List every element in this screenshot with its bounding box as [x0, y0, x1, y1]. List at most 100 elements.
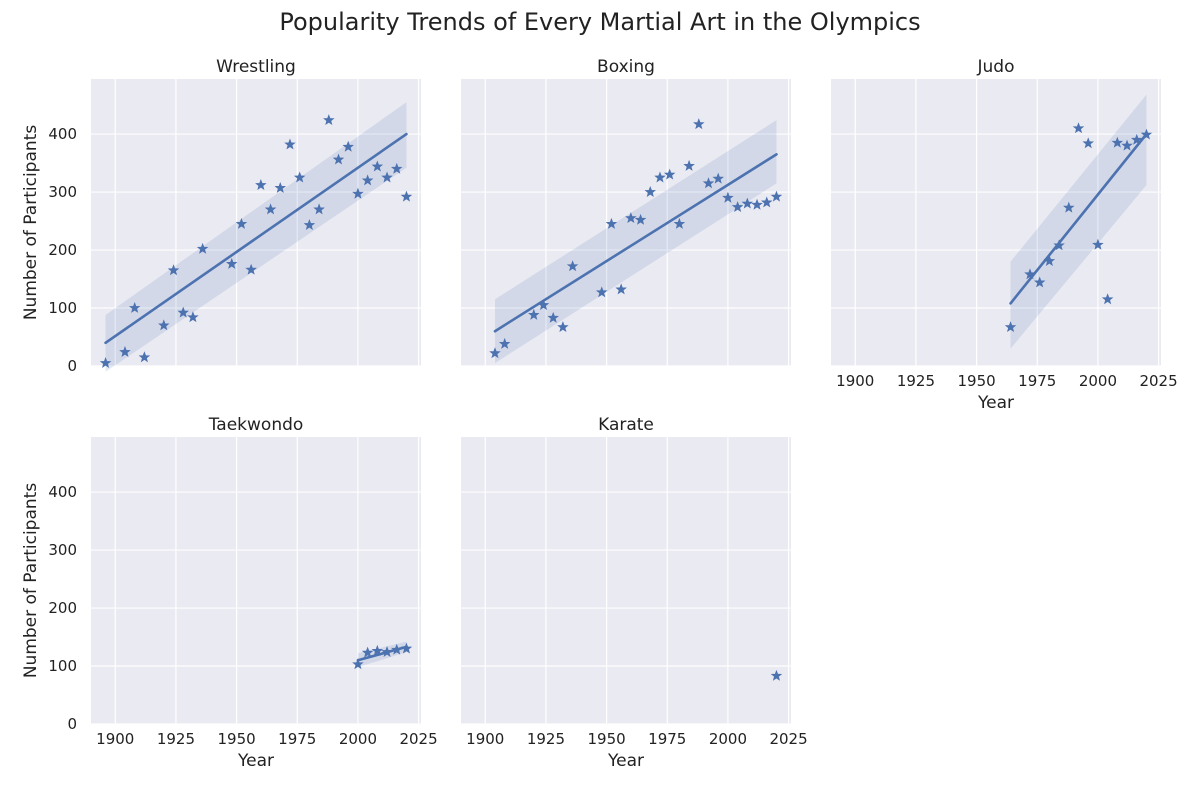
y-axis-label: Number of Participants	[21, 483, 41, 678]
data-point	[371, 644, 384, 656]
data-point	[1043, 255, 1056, 266]
x-tick-label: 1975	[1018, 372, 1056, 390]
x-axis-label: Year	[607, 751, 644, 771]
data-point	[196, 242, 209, 254]
x-tick-label: 1950	[587, 730, 625, 748]
data-point	[361, 646, 374, 658]
data-point	[323, 114, 335, 126]
data-point	[693, 118, 705, 130]
data-point	[1033, 276, 1046, 288]
x-tick-label: 1900	[96, 730, 134, 748]
y-tick-label: 300	[48, 183, 77, 201]
x-tick-label: 2000	[709, 730, 747, 748]
panel-taekwondo: Taekwondo 1900 1925 1950 1975 2000 2025 Year 0 10…	[21, 415, 438, 771]
data-point	[138, 351, 151, 363]
data-point	[390, 643, 403, 655]
data-point	[731, 201, 744, 213]
data-point	[625, 212, 637, 224]
data-point	[1063, 201, 1075, 213]
y-tick-label: 100	[48, 657, 77, 675]
data-point	[712, 172, 724, 184]
x-tick-label: 1925	[897, 372, 935, 390]
panel-karate: Karate 1900 1925 1950 1975 2000 2025 Year	[461, 415, 808, 771]
data-point	[158, 319, 170, 331]
confidence-band	[1010, 94, 1147, 349]
data-point	[225, 257, 238, 269]
data-point	[557, 321, 569, 333]
data-point	[128, 301, 141, 313]
x-tick-label: 1900	[466, 730, 504, 748]
data-point	[99, 357, 112, 368]
data-point	[751, 198, 763, 210]
data-point	[498, 337, 511, 349]
x-tick-label: 1925	[527, 730, 565, 748]
regression-line	[104, 132, 408, 345]
panel-title: Wrestling	[216, 57, 296, 77]
x-tick-label: 2025	[399, 730, 437, 748]
data-point	[770, 669, 783, 681]
data-point	[313, 203, 325, 215]
data-point	[615, 283, 627, 295]
data-point	[284, 138, 296, 150]
data-point	[566, 260, 579, 272]
x-tick-label: 1950	[957, 372, 995, 390]
data-point	[537, 299, 550, 311]
data-point	[1053, 239, 1065, 251]
data-point	[255, 179, 267, 190]
data-point	[702, 177, 715, 189]
data-point	[1092, 238, 1104, 250]
x-tick-label: 1950	[217, 730, 255, 748]
data-point	[264, 203, 277, 215]
data-point	[683, 159, 695, 171]
data-point	[547, 311, 559, 323]
data-point	[187, 311, 199, 323]
data-point	[177, 306, 189, 318]
data-point	[381, 171, 393, 183]
data-point	[663, 168, 676, 180]
data-point	[332, 153, 345, 165]
data-point	[342, 140, 354, 152]
data-point	[605, 217, 618, 229]
data-point	[303, 219, 316, 231]
data-point	[235, 217, 248, 229]
data-point	[489, 347, 501, 359]
data-point	[1072, 122, 1085, 134]
panel-background	[831, 79, 1161, 366]
data-point	[1111, 136, 1124, 148]
x-tick-label: 2000	[339, 730, 377, 748]
x-tick-label: 1925	[157, 730, 195, 748]
y-axis-label: Number of Participants	[21, 125, 41, 320]
x-tick-label: 1975	[648, 730, 686, 748]
data-point	[1121, 139, 1133, 151]
y-tick-label: 300	[48, 541, 77, 559]
data-point	[352, 658, 364, 670]
data-point	[361, 174, 374, 186]
data-point	[644, 186, 657, 197]
data-point	[760, 196, 773, 208]
regression-line	[1009, 132, 1148, 305]
data-point	[274, 181, 287, 193]
data-point	[1004, 321, 1017, 333]
panel-background	[91, 437, 421, 724]
panel-judo: Judo 1900 1925 1950 1975 2000 2025 Year	[831, 57, 1178, 413]
data-point	[528, 308, 540, 320]
x-tick-label: 1975	[278, 730, 316, 748]
data-point	[400, 642, 413, 654]
x-tick-label: 2025	[1139, 372, 1177, 390]
y-tick-label: 400	[48, 483, 77, 501]
data-point	[673, 217, 686, 229]
y-tick-label: 0	[67, 715, 77, 733]
data-point	[293, 171, 306, 183]
data-point	[381, 646, 393, 657]
y-tick-label: 400	[48, 125, 77, 143]
panel-title: Karate	[598, 415, 654, 435]
panel-title: Taekwondo	[208, 415, 304, 435]
data-point	[1140, 128, 1153, 140]
data-point	[595, 286, 608, 298]
panel-wrestling: Wrestling 0 100 200 300 400 Number of Particip…	[21, 57, 421, 375]
data-point	[352, 187, 364, 199]
data-point	[741, 197, 754, 209]
data-point	[390, 162, 403, 174]
